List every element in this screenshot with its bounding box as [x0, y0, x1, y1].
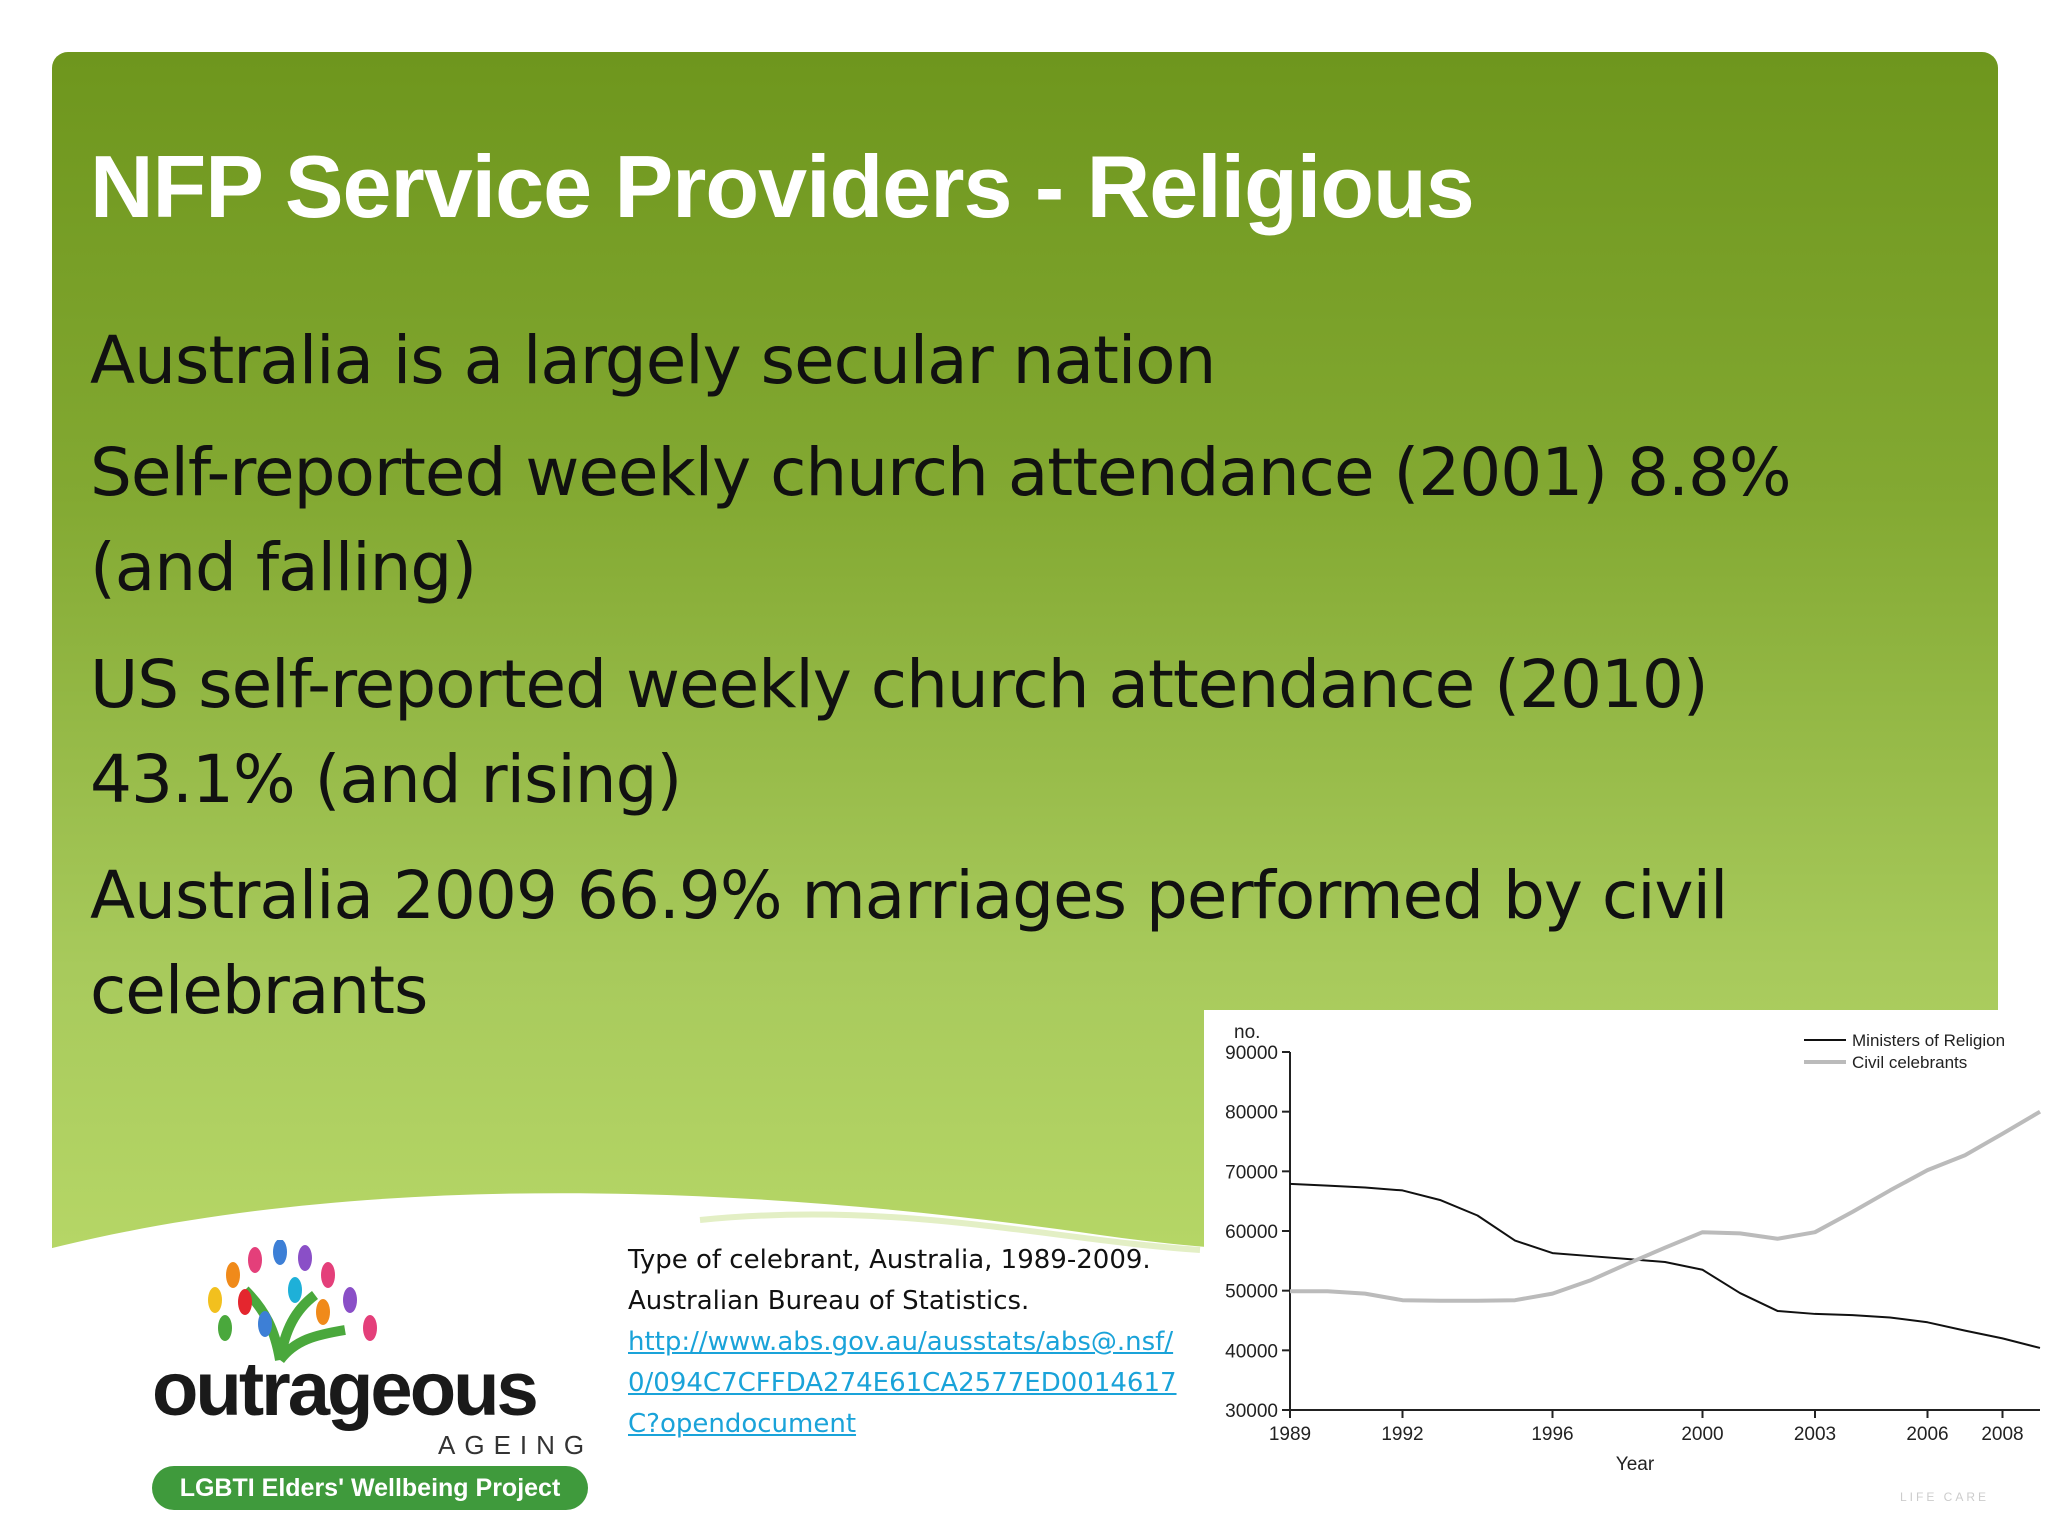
bullet-us-attendance: US self-reported weekly church attendanc… — [90, 646, 1709, 818]
y-tick-label: 50000 — [1225, 1282, 1278, 1303]
source-link[interactable]: http://www.abs.gov.au/ausstats/abs@.nsf/… — [628, 1327, 1177, 1439]
legend-label: Ministers of Religion — [1852, 1031, 2005, 1050]
chart-canvas: 30000 40000 50000 60000 70000 80000 90000 1989 1… — [1225, 1022, 2042, 1475]
x-tick-label: 2006 — [1906, 1424, 1948, 1445]
x-tick-label: 1996 — [1531, 1424, 1573, 1445]
source-caption: Type of celebrant, Australia, 1989-2009.… — [628, 1240, 1198, 1445]
y-tick-label: 40000 — [1225, 1341, 1278, 1362]
y-axis-label: no. — [1234, 1022, 1260, 1043]
y-tick-label: 30000 — [1225, 1401, 1278, 1422]
logo-subtitle: AGEING — [438, 1430, 594, 1460]
y-tick-label: 60000 — [1225, 1222, 1278, 1243]
x-tick-label: 2003 — [1794, 1424, 1836, 1445]
footer-brand: LIFE CARE — [1900, 1490, 1990, 1504]
celebrant-chart: 30000 40000 50000 60000 70000 80000 90000 1989 1… — [1204, 1010, 2048, 1510]
logo-tree-icon — [208, 1240, 377, 1364]
x-tick-label: 2008 — [1981, 1424, 2023, 1445]
bullet-civil-celebrants: Australia 2009 66.9% marriages performed… — [90, 857, 1728, 1029]
logo-wordmark: outrageous — [152, 1347, 539, 1432]
x-tick-label: 2000 — [1681, 1424, 1723, 1445]
logo-banner: LGBTI Elders' Wellbeing Project — [152, 1466, 588, 1510]
slide-title: NFP Service Providers - Religious — [90, 137, 1475, 236]
y-tick-label: 90000 — [1225, 1043, 1278, 1064]
series-line-celebrants — [1290, 1109, 2042, 1303]
series-line-ministers — [1289, 1182, 2041, 1349]
x-tick-label: 1992 — [1381, 1424, 1423, 1445]
source-caption-text: Type of celebrant, Australia, 1989-2009.… — [628, 1245, 1151, 1316]
bullet-secular: Australia is a largely secular nation — [90, 322, 1216, 399]
y-tick-label: 80000 — [1225, 1103, 1278, 1124]
x-axis-label: Year — [1616, 1454, 1655, 1475]
y-tick-label: 70000 — [1225, 1162, 1278, 1183]
x-tick-label: 1989 — [1269, 1424, 1311, 1445]
bullet-australia-attendance: Self-reported weekly church attendance (… — [90, 434, 1792, 606]
legend-label: Civil celebrants — [1852, 1053, 1967, 1072]
